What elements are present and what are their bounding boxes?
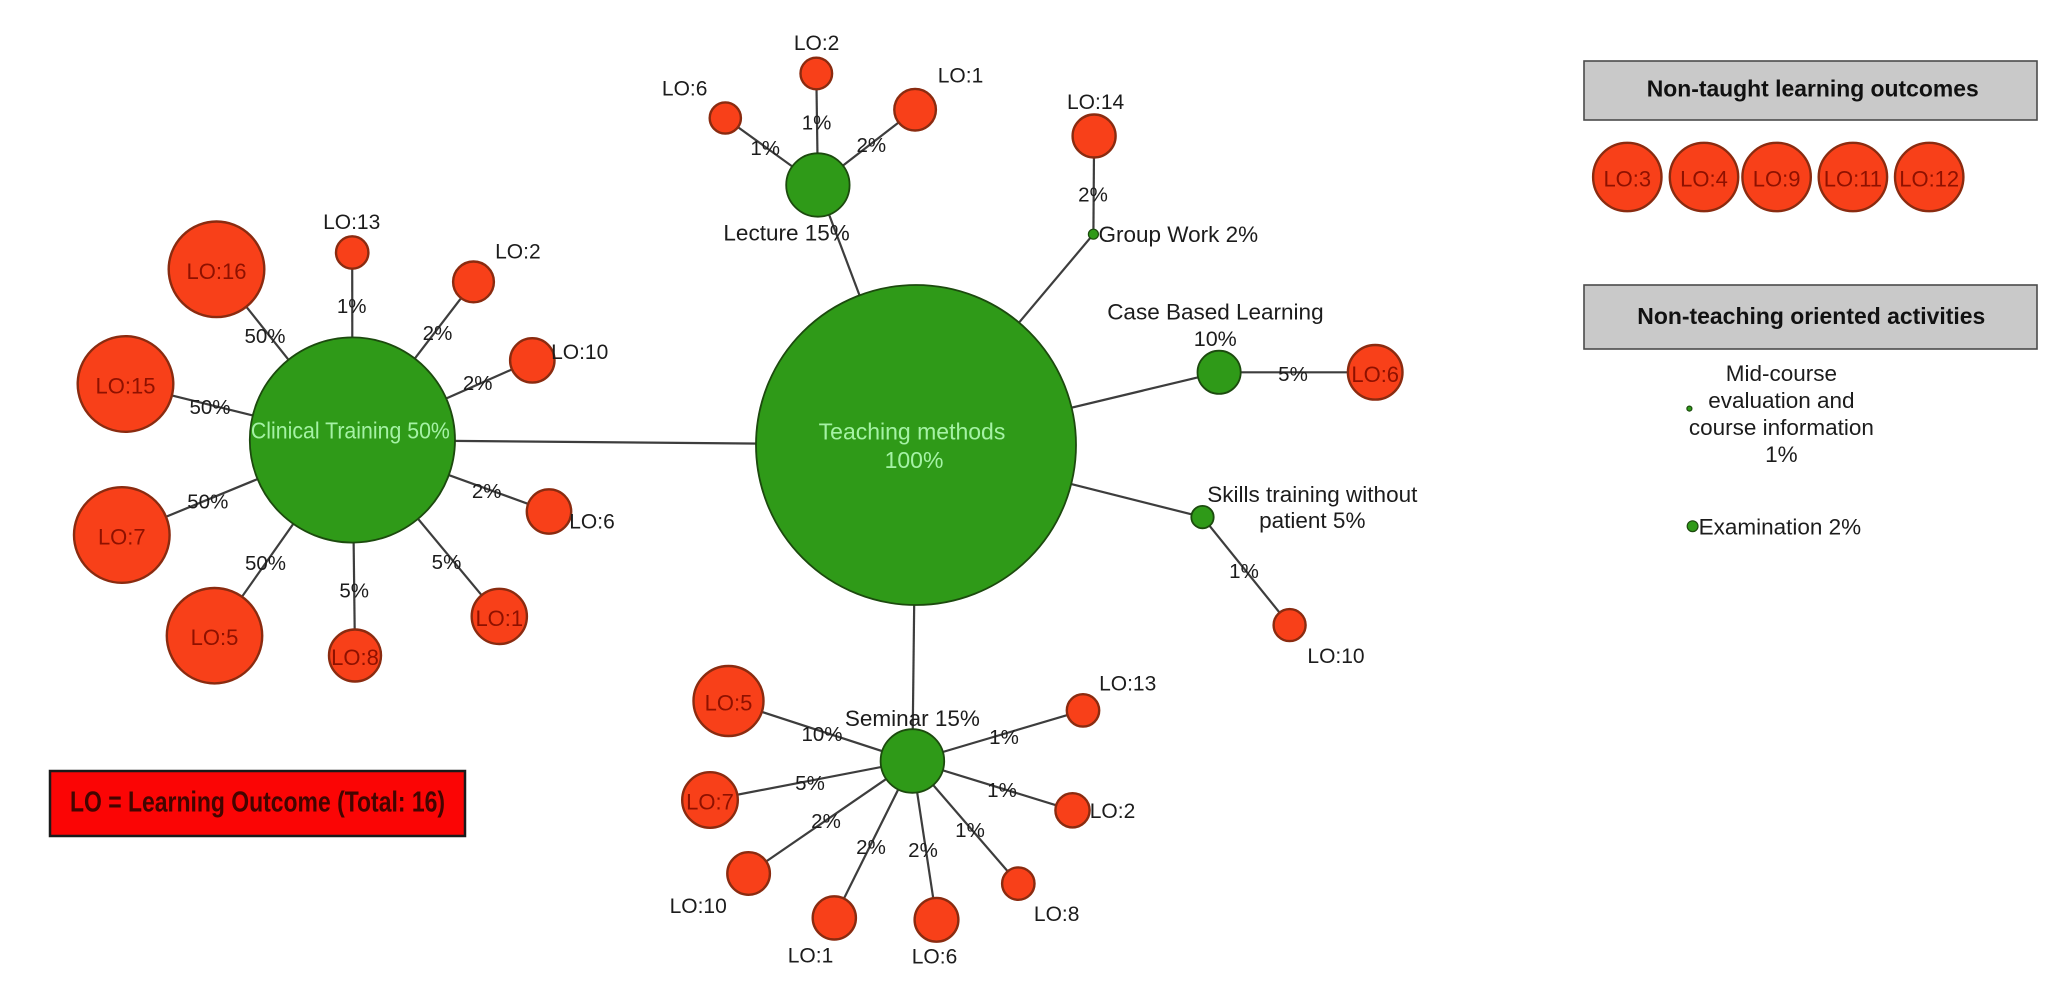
svg-text:5%: 5% <box>1278 363 1308 386</box>
svg-text:1%: 1% <box>1229 560 1259 583</box>
svg-text:LO:6: LO:6 <box>912 945 958 968</box>
svg-text:2%: 2% <box>908 839 938 862</box>
svg-text:1%: 1% <box>987 779 1017 802</box>
svg-text:2%: 2% <box>856 134 886 157</box>
svg-text:LO:13: LO:13 <box>1099 672 1156 695</box>
svg-text:LO:3: LO:3 <box>1603 167 1651 192</box>
svg-text:LO:4: LO:4 <box>1680 167 1728 192</box>
svg-text:100%: 100% <box>885 447 944 473</box>
svg-text:LO:2: LO:2 <box>794 32 840 55</box>
svg-text:Case Based Learning: Case Based Learning <box>1107 299 1323 324</box>
svg-text:1%: 1% <box>989 726 1019 749</box>
svg-text:LO:13: LO:13 <box>323 211 380 234</box>
svg-text:2%: 2% <box>472 480 502 503</box>
svg-text:Teaching methods: Teaching methods <box>819 419 1006 445</box>
svg-text:LO:11: LO:11 <box>1824 167 1882 192</box>
svg-text:LO:5: LO:5 <box>191 625 239 650</box>
svg-text:LO:2: LO:2 <box>1090 800 1136 823</box>
svg-text:50%: 50% <box>244 325 285 348</box>
svg-text:LO = Learning Outcome (Total:: LO = Learning Outcome (Total: 16) <box>70 787 445 819</box>
svg-text:LO:10: LO:10 <box>1307 645 1364 668</box>
svg-text:LO:1: LO:1 <box>788 945 834 968</box>
svg-text:2%: 2% <box>1078 184 1108 207</box>
svg-text:Non-taught learning outcomes: Non-taught learning outcomes <box>1647 76 1979 102</box>
svg-text:10%: 10% <box>801 723 842 746</box>
svg-text:LO:9: LO:9 <box>1753 167 1801 192</box>
svg-text:Group Work 2%: Group Work 2% <box>1099 222 1259 247</box>
svg-text:1%: 1% <box>750 137 780 160</box>
svg-text:LO:16: LO:16 <box>187 259 247 284</box>
svg-text:Non-teaching oriented activiti: Non-teaching oriented activities <box>1637 303 1985 329</box>
svg-text:LO:6: LO:6 <box>1351 362 1399 387</box>
svg-text:course information: course information <box>1689 415 1874 440</box>
svg-text:LO:6: LO:6 <box>662 78 708 101</box>
svg-text:evaluation and: evaluation and <box>1708 388 1854 413</box>
svg-text:LO:10: LO:10 <box>670 895 727 918</box>
svg-text:2%: 2% <box>856 836 886 859</box>
svg-text:5%: 5% <box>339 580 369 603</box>
svg-text:1%: 1% <box>1765 442 1798 467</box>
svg-text:LO:10: LO:10 <box>551 341 608 364</box>
svg-text:50%: 50% <box>245 552 286 575</box>
svg-text:LO:8: LO:8 <box>1034 903 1080 926</box>
svg-text:LO:14: LO:14 <box>1067 91 1125 114</box>
svg-text:5%: 5% <box>432 551 462 574</box>
svg-text:5%: 5% <box>795 772 825 795</box>
svg-text:1%: 1% <box>337 295 367 318</box>
svg-text:2%: 2% <box>423 322 453 345</box>
svg-text:50%: 50% <box>189 396 230 419</box>
svg-text:Seminar 15%: Seminar 15% <box>845 706 980 731</box>
svg-text:Skills training without: Skills training without <box>1207 482 1418 507</box>
svg-text:Mid-course: Mid-course <box>1726 361 1837 386</box>
svg-text:LO:6: LO:6 <box>569 510 615 533</box>
svg-text:Lecture 15%: Lecture 15% <box>723 221 849 246</box>
svg-text:Examination 2%: Examination 2% <box>1699 514 1862 539</box>
svg-text:2%: 2% <box>463 372 493 395</box>
svg-text:LO:7: LO:7 <box>98 525 146 550</box>
svg-text:LO:15: LO:15 <box>96 374 156 399</box>
svg-text:LO:5: LO:5 <box>705 691 753 716</box>
svg-text:LO:1: LO:1 <box>475 606 523 631</box>
svg-text:LO:12: LO:12 <box>1899 167 1959 192</box>
svg-text:LO:7: LO:7 <box>686 790 734 815</box>
svg-text:LO:8: LO:8 <box>331 645 379 670</box>
svg-text:patient 5%: patient 5% <box>1259 508 1365 533</box>
svg-text:LO:2: LO:2 <box>495 241 541 264</box>
svg-text:1%: 1% <box>802 112 832 135</box>
svg-text:Clinical Training 50%: Clinical Training 50% <box>251 418 450 444</box>
svg-text:50%: 50% <box>187 490 228 513</box>
svg-text:LO:1: LO:1 <box>938 65 984 88</box>
svg-text:2%: 2% <box>811 810 841 833</box>
svg-text:1%: 1% <box>955 819 985 842</box>
svg-text:10%: 10% <box>1194 327 1237 351</box>
